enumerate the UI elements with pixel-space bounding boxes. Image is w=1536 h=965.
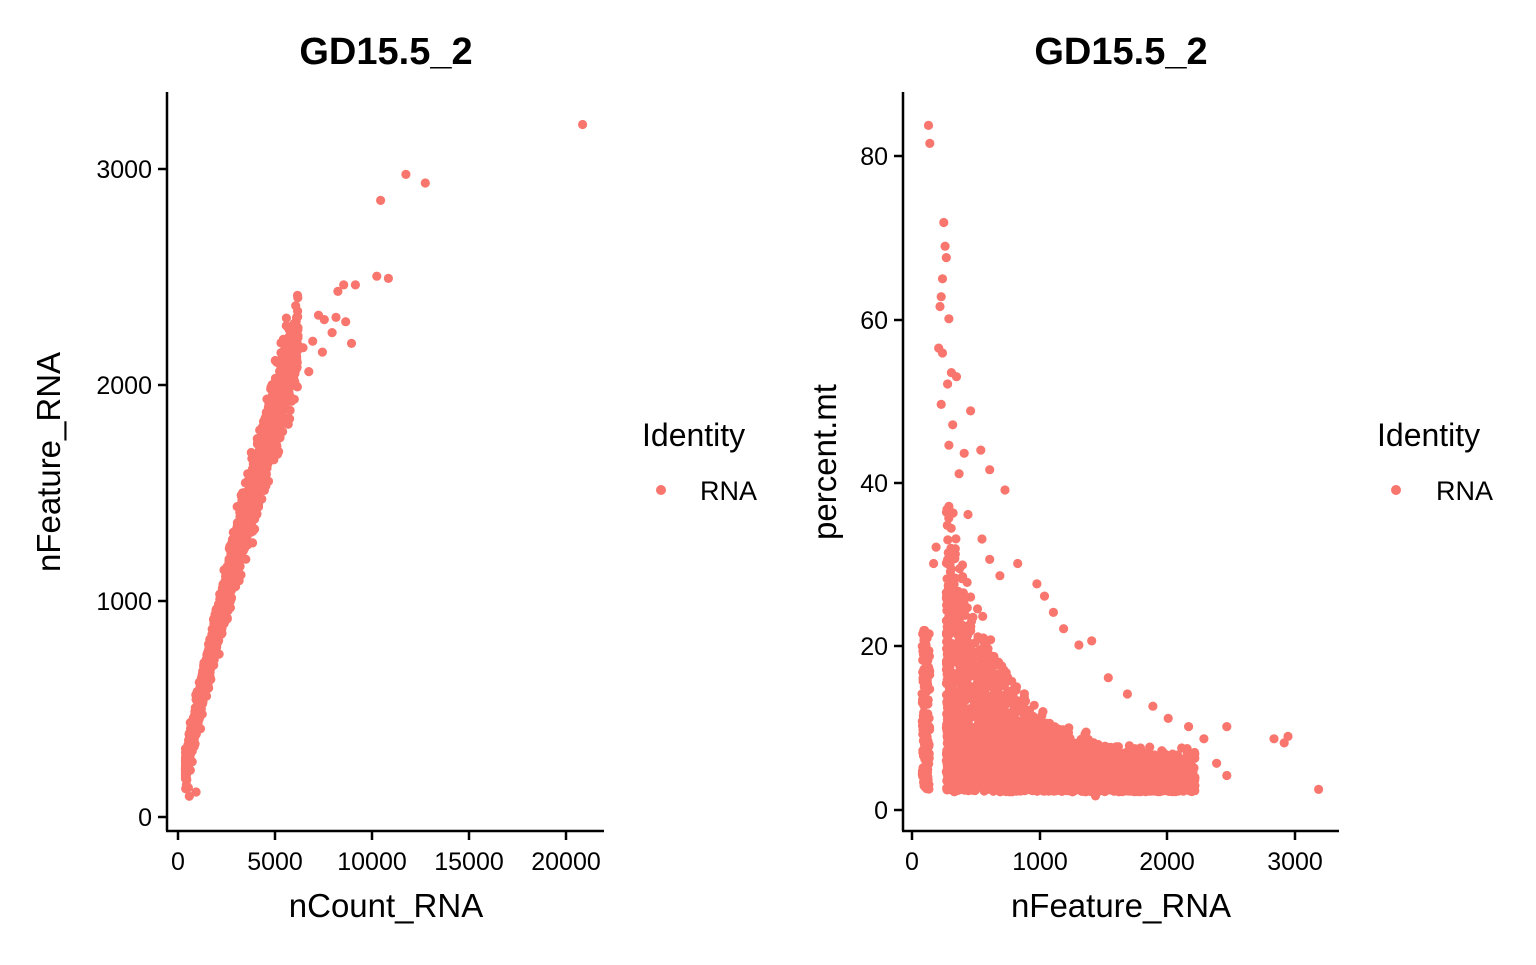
panel-1-data-point [320, 315, 329, 324]
panel-1-cloud-point [243, 522, 252, 531]
panel-1-data-point [298, 343, 307, 352]
panel-1-x-axis-label: nCount_RNA [289, 887, 483, 924]
panel-1-data-point [190, 742, 199, 751]
panel-2-cloud-point [949, 669, 958, 678]
panel-1-points [184, 120, 587, 801]
panel-1-data-point [328, 328, 337, 337]
panel-1-cloud-point [291, 301, 300, 310]
panel-1-cloud-point [243, 469, 252, 478]
panel-1-cloud-point [193, 698, 202, 707]
panel-1-data-point [351, 280, 360, 289]
panel-1-cloud-point [293, 293, 302, 302]
panel-2-cloud-point [958, 560, 967, 569]
panel-2-cloud-point [978, 612, 987, 621]
panel-1-cloud-point [252, 465, 261, 474]
panel-1-legend-title: Identity [642, 417, 745, 453]
panel-1-x-tick-label: 10000 [337, 848, 407, 876]
panel-1-data-point [308, 337, 317, 346]
panel-1-cloud-point [233, 522, 242, 531]
panel-1-data-point [376, 196, 385, 205]
panel-1-x-tick-label: 0 [171, 848, 185, 876]
panel-1-data-point [262, 447, 271, 456]
panel-1-data-point [333, 287, 342, 296]
panel-1-cloud-point [188, 730, 197, 739]
panel-1-data-point [199, 690, 208, 699]
panel-1-data-point [254, 473, 263, 482]
panel-1-data-point [238, 530, 247, 539]
panel-1-y-tick-label: 3000 [96, 156, 152, 184]
panel-1-cloud-point [247, 492, 256, 501]
panel-2-cloud-point [951, 534, 960, 543]
panel-2-cloud-point [1145, 743, 1154, 752]
panel-1-cloud-point [226, 575, 235, 584]
panel-1-data-point [331, 313, 340, 322]
panel-2-cloud-point [943, 535, 952, 544]
panel-1-data-point [372, 272, 381, 281]
panel-1-cloud-point [287, 345, 296, 354]
panel-1-data-point [347, 339, 356, 348]
panel-1-data-point [401, 170, 410, 179]
panel-1-data-point [578, 120, 587, 129]
panel-1-data-point [186, 766, 195, 775]
panel-1-cloud-point [275, 367, 284, 376]
panel-1-data-point [215, 625, 224, 634]
panel-1-data-point [223, 592, 232, 601]
panel-1-point-cloud [181, 291, 303, 794]
panel-1-data-point [246, 501, 255, 510]
panel-2-cloud-point [973, 604, 982, 613]
panel-1-data-point [287, 371, 296, 380]
panel-2: GD15.5_2 0 1000 2000 3000 0 20 40 60 80 … [806, 31, 1493, 924]
panel-1-cloud-point [239, 543, 248, 552]
panel-1-data-point [194, 718, 203, 727]
panel-1-legend-label: RNA [700, 476, 757, 506]
panel-1-cloud-point [223, 565, 232, 574]
panel-1-y-axis-label: nFeature_RNA [30, 352, 67, 572]
panel-1-data-point [275, 402, 284, 411]
panel-1-data-point [421, 178, 430, 187]
panel-1-data-point [293, 363, 302, 372]
panel-1-data-point [207, 660, 216, 669]
panel-1-data-point [192, 787, 201, 796]
panel-1-data-point [184, 783, 193, 792]
panel-1-data-point [188, 757, 197, 766]
panel-1: GD15.5_2 0 5000 10000 15000 20000 0 1000… [30, 31, 757, 924]
panel-1-cloud-point [212, 642, 221, 651]
panel-1-y-tick-label: 1000 [96, 588, 152, 616]
panel-1-x-tick-label: 5000 [247, 848, 303, 876]
panel-1-cloud-point [284, 420, 293, 429]
panel-1-data-point [384, 274, 393, 283]
panel-2-point-cloud [918, 505, 1200, 797]
panel-1-data-point [304, 367, 313, 376]
panel-2-cloud-point [947, 524, 956, 533]
panel-1-x-tick-label: 15000 [434, 848, 504, 876]
panel-1-data-point [318, 348, 327, 357]
panel-1-data-point [341, 317, 350, 326]
panel-1-data-point [281, 389, 290, 398]
panel-1-y-tick-label: 0 [138, 804, 152, 832]
panel-2-title: GD15.5_2 [1034, 31, 1207, 73]
panel-1-cloud-point [217, 605, 226, 614]
panel-1-legend-key [656, 485, 666, 495]
panel-1-x-tick-label: 20000 [531, 848, 601, 876]
panel-1-data-point [230, 560, 239, 569]
panel-1-title: GD15.5_2 [299, 31, 472, 73]
panel-1-data-point [269, 421, 278, 430]
panel-1-y-tick-label: 2000 [96, 372, 152, 400]
panel-1-cloud-point [293, 331, 302, 340]
